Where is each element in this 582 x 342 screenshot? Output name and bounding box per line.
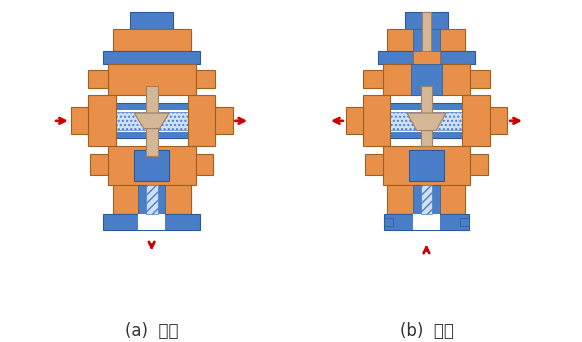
Bar — [413, 29, 440, 51]
Bar — [470, 70, 490, 88]
Bar — [113, 185, 191, 214]
Bar — [384, 218, 393, 226]
Bar — [138, 185, 165, 214]
Bar — [382, 146, 470, 185]
Bar — [188, 95, 215, 146]
Bar — [378, 51, 475, 64]
Text: (a)  分流: (a) 分流 — [125, 321, 179, 340]
Bar — [134, 150, 169, 181]
Bar — [363, 103, 490, 139]
Bar — [460, 218, 469, 226]
Bar — [388, 29, 466, 51]
Bar — [138, 214, 165, 230]
Polygon shape — [134, 113, 169, 129]
Bar — [411, 64, 442, 95]
Bar — [346, 107, 363, 134]
Bar — [413, 214, 440, 230]
Bar — [382, 64, 470, 95]
Bar — [196, 154, 213, 175]
Bar — [98, 112, 205, 130]
Bar — [103, 51, 200, 64]
Bar — [365, 154, 382, 175]
Bar — [413, 51, 440, 64]
Bar — [421, 185, 432, 214]
Bar — [88, 95, 116, 146]
Bar — [90, 154, 108, 175]
Bar — [146, 185, 158, 214]
Bar — [108, 146, 196, 185]
Bar — [409, 150, 444, 181]
Bar — [113, 29, 191, 51]
Bar — [215, 107, 233, 134]
Bar — [388, 185, 466, 214]
Bar — [363, 110, 490, 132]
Bar — [470, 154, 488, 175]
Bar — [88, 110, 215, 132]
Bar — [363, 70, 382, 88]
Bar — [196, 70, 215, 88]
Bar — [421, 86, 432, 146]
Bar — [108, 64, 196, 95]
Bar — [413, 185, 440, 214]
Bar — [363, 95, 391, 146]
Text: (b)  合流: (b) 合流 — [399, 321, 453, 340]
Bar — [463, 95, 490, 146]
Bar — [130, 12, 173, 29]
Polygon shape — [407, 113, 446, 131]
Bar — [88, 70, 108, 88]
Bar — [384, 214, 469, 230]
Bar — [421, 12, 431, 51]
Bar — [88, 103, 215, 139]
Bar — [373, 112, 480, 130]
Bar — [146, 86, 158, 156]
Bar — [490, 107, 508, 134]
Bar — [103, 214, 200, 230]
Bar — [405, 12, 448, 29]
Bar — [71, 107, 88, 134]
